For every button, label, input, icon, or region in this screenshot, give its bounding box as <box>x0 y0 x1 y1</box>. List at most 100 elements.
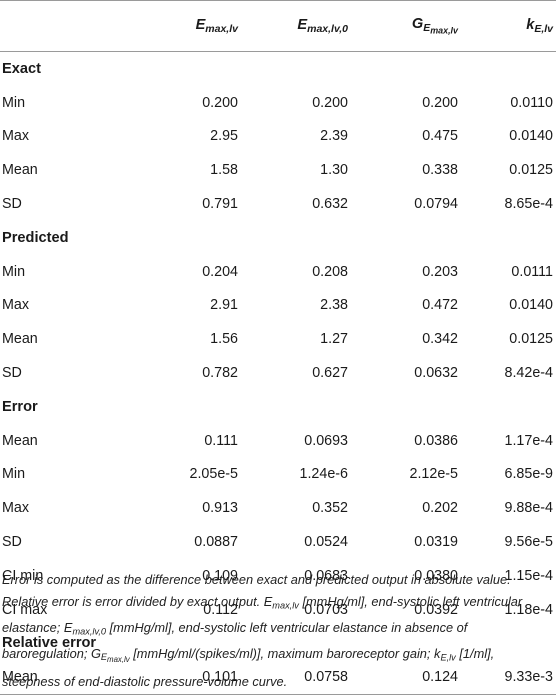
cell-value: 0.200 <box>202 94 238 111</box>
table-row: Min 2.05e-5 1.24e-6 2.12e-5 6.85e-9 <box>0 458 556 492</box>
cell-value: 0.0524 <box>304 534 348 551</box>
header-emax-lv: Emax,lv <box>120 0 238 52</box>
cell-value: 0.0703 <box>304 601 348 618</box>
header-empty-cell <box>0 0 120 52</box>
cell-value: 0.200 <box>422 94 458 111</box>
table-row: Min 0.200 0.200 0.200 0.0110 <box>0 86 556 120</box>
section-title: Exact <box>2 60 41 77</box>
cell-value: 0.0683 <box>304 567 348 584</box>
cell-value: 0.338 <box>422 162 458 179</box>
cell-value: 1.27 <box>320 331 348 348</box>
row-label: Max <box>2 128 30 145</box>
cell-value: 0.208 <box>312 263 348 280</box>
row-label: Min <box>2 466 26 483</box>
cell-value: 2.39 <box>320 128 348 145</box>
row-label: Mean <box>2 162 38 179</box>
section-header-row: Predicted <box>0 221 556 255</box>
section-header-row: Exact <box>0 52 556 86</box>
section-title: Predicted <box>2 229 69 246</box>
cell-value: 0.0110 <box>510 94 553 111</box>
cell-value: 0.782 <box>202 365 238 382</box>
cell-value: 0.202 <box>422 500 458 517</box>
row-label: SD <box>2 365 22 382</box>
header-g-emax-lv: GEmax,lv <box>348 0 458 52</box>
row-label: Min <box>2 263 26 280</box>
cell-value: 0.0693 <box>304 432 348 449</box>
cell-value: 0.0386 <box>414 432 458 449</box>
table-row: Max 2.95 2.39 0.475 0.0140 <box>0 120 556 154</box>
cell-value: 1.15e-4 <box>504 567 554 584</box>
cell-value: 0.791 <box>202 196 238 213</box>
table-row: Max 0.913 0.352 0.202 9.88e-4 <box>0 491 556 525</box>
cell-value: 2.38 <box>320 297 348 314</box>
cell-value: 0.0125 <box>509 162 553 179</box>
row-label: Max <box>2 500 30 517</box>
cell-value: 0.0319 <box>414 534 458 551</box>
cell-value: 0.203 <box>422 263 458 280</box>
cell-value: 0.111 <box>204 432 238 449</box>
cell-value: 2.95 <box>210 128 238 145</box>
cell-value: 0.0794 <box>414 196 458 213</box>
cell-value: 0.200 <box>312 94 348 111</box>
cell-value: 1.30 <box>320 162 348 179</box>
cell-value: 6.85e-9 <box>504 466 554 483</box>
cell-value: 2.91 <box>210 297 238 314</box>
cell-value: 0.0140 <box>509 128 553 145</box>
row-label: Max <box>2 297 30 314</box>
cell-value: 0.204 <box>202 263 238 280</box>
cell-value: 0.913 <box>202 500 238 517</box>
cell-value: 1.58 <box>210 162 238 179</box>
table-row: Max 2.91 2.38 0.472 0.0140 <box>0 289 556 323</box>
row-label: Mean <box>2 432 38 449</box>
cell-value: 0.0887 <box>194 534 238 551</box>
cell-value: 0.627 <box>312 365 348 382</box>
row-label: Min <box>2 94 26 111</box>
cell-value: 9.88e-4 <box>504 500 554 517</box>
row-label: CI min <box>2 567 44 584</box>
table-row: Mean 0.111 0.0693 0.0386 1.17e-4 <box>0 424 556 458</box>
header-k-e-lv: kE,lv <box>458 0 556 52</box>
cell-value: 0.0632 <box>414 365 458 382</box>
section-header-row: Error <box>0 390 556 424</box>
table-row: SD 0.782 0.627 0.0632 8.42e-4 <box>0 356 556 390</box>
section-header-row: Relative error <box>0 627 556 661</box>
cell-value: 0.472 <box>422 297 458 314</box>
table-caption: Error is computed as the difference betw… <box>2 572 523 689</box>
cell-value: 0.0111 <box>511 263 553 280</box>
cell-value: 0.0125 <box>509 331 553 348</box>
cell-value: 0.632 <box>312 196 348 213</box>
table-row: SD 0.0887 0.0524 0.0319 9.56e-5 <box>0 525 556 559</box>
header-emax-lv-0: Emax,lv,0 <box>238 0 348 52</box>
cell-value: 1.18e-4 <box>504 601 554 618</box>
table-row: CI max 0.112 0.0703 0.0392 1.18e-4 <box>0 593 556 627</box>
cell-value: 0.0140 <box>509 297 553 314</box>
cell-value: 0.0380 <box>414 567 458 584</box>
table-row: CI min 0.109 0.0683 0.0380 1.15e-4 <box>0 559 556 593</box>
cell-value: 2.05e-5 <box>189 466 239 483</box>
cell-value: 8.65e-4 <box>504 196 554 213</box>
cell-value: 8.42e-4 <box>504 365 554 382</box>
table-row: Mean 1.58 1.30 0.338 0.0125 <box>0 153 556 187</box>
cell-value: 0.0392 <box>414 601 458 618</box>
cell-value: 0.352 <box>312 500 348 517</box>
cell-value: 1.17e-4 <box>504 432 554 449</box>
cell-value: 0.109 <box>202 567 238 584</box>
cell-value: 1.56 <box>210 331 238 348</box>
row-label: SD <box>2 534 22 551</box>
row-label: SD <box>2 196 22 213</box>
table-row: Mean 1.56 1.27 0.342 0.0125 <box>0 322 556 356</box>
row-label: Mean <box>2 331 38 348</box>
section-title: Relative error <box>2 635 97 652</box>
cell-value: 0.475 <box>422 128 458 145</box>
table-row: Min 0.204 0.208 0.203 0.0111 <box>0 255 556 289</box>
row-label: CI max <box>2 601 48 618</box>
cell-value: 1.24e-6 <box>299 466 349 483</box>
table-header-row: Emax,lv Emax,lv,0 GEmax,lv kE,lv <box>0 0 556 52</box>
cell-value: 2.12e-5 <box>409 466 459 483</box>
section-title: Error <box>2 398 38 415</box>
cell-value: 0.112 <box>203 601 238 618</box>
cell-value: 0.342 <box>422 331 458 348</box>
cell-value: 9.56e-5 <box>504 534 554 551</box>
table-row: SD 0.791 0.632 0.0794 8.65e-4 <box>0 187 556 221</box>
